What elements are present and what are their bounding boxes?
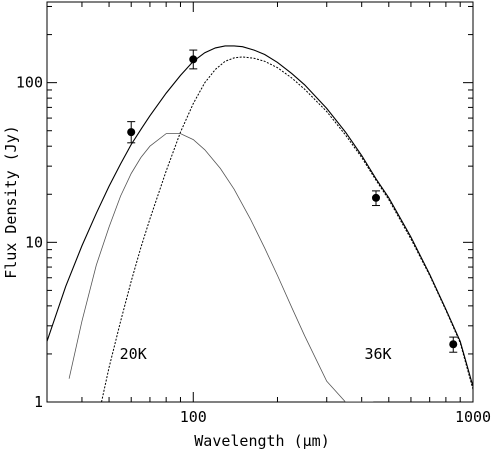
y-tick-label: 100 — [16, 74, 43, 92]
data-point — [189, 55, 198, 64]
data-point — [371, 193, 380, 202]
data-points — [127, 49, 458, 353]
x-tick-label: 100 — [180, 408, 207, 426]
series-line-1 — [47, 45, 473, 387]
axis-ticks — [46, 2, 474, 403]
data-point — [127, 128, 136, 137]
plot-frame — [46, 1, 474, 403]
y-axis-label: Flux Density (Jy) — [2, 125, 20, 279]
y-tick-label: 10 — [25, 233, 43, 251]
data-point — [449, 340, 458, 349]
y-tick-label: 1 — [34, 393, 43, 411]
x-tick-label: 1000 — [455, 408, 491, 426]
annotation-label: 36K — [364, 345, 391, 363]
curves — [47, 45, 473, 402]
series-line-3 — [68, 133, 374, 402]
x-axis-label: Wavelength (μm) — [194, 432, 329, 450]
tick-labels: 100 1000 1 10 100 — [16, 74, 491, 426]
annotations: 20K 36K — [120, 345, 392, 363]
annotation-label: 20K — [120, 345, 147, 363]
series-line-2 — [101, 56, 473, 402]
